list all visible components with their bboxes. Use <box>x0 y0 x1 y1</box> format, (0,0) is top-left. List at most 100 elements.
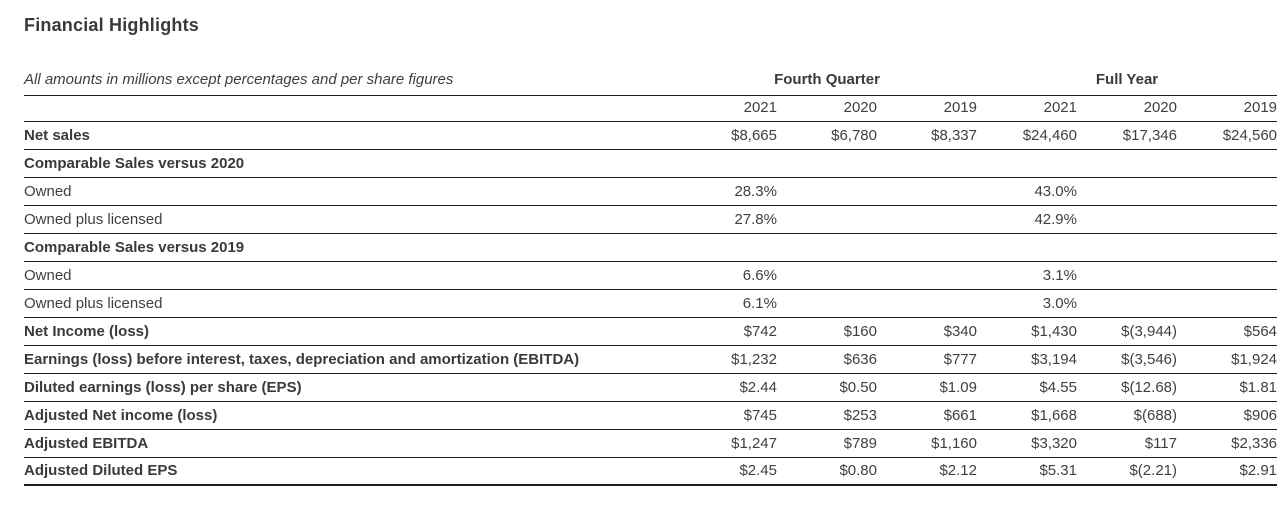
cell-value: $117 <box>1077 429 1177 458</box>
cell-value: 28.3% <box>677 177 777 206</box>
cell-value: 27.8% <box>677 205 777 234</box>
cell-value: $6,780 <box>777 121 877 150</box>
row-label: Net Income (loss) <box>24 317 677 346</box>
cell-value: $1,232 <box>677 345 777 374</box>
table-row: Adjusted EBITDA $1,247 $789 $1,160 $3,320 $11… <box>24 429 1278 458</box>
cell-value <box>1177 261 1278 290</box>
cell-value: $0.80 <box>777 457 877 486</box>
cell-value <box>1177 233 1278 262</box>
financial-highlights-page: Financial Highlights All amounts in mill… <box>24 15 1278 486</box>
cell-value <box>1177 177 1278 206</box>
cell-value: 3.1% <box>977 261 1077 290</box>
cell-value: $8,337 <box>877 121 977 150</box>
cell-value: 3.0% <box>977 289 1077 318</box>
cell-value <box>777 233 877 262</box>
group-header-fourth-quarter: Fourth Quarter <box>677 37 977 96</box>
cell-value: $1.09 <box>877 373 977 402</box>
cell-value: $2,336 <box>1177 429 1278 458</box>
cell-value: $160 <box>777 317 877 346</box>
cell-value <box>1077 177 1177 206</box>
cell-value: $24,460 <box>977 121 1077 150</box>
cell-value: $661 <box>877 401 977 430</box>
table-row: Owned plus licensed 6.1% 3.0% <box>24 289 1278 318</box>
table-row: Adjusted Diluted EPS $2.45 $0.80 $2.12 $5.31… <box>24 457 1278 486</box>
cell-value: $3,194 <box>977 345 1077 374</box>
cell-value: $253 <box>777 401 877 430</box>
cell-value: $340 <box>877 317 977 346</box>
table-row: Comparable Sales versus 2020 <box>24 149 1278 178</box>
cell-value: $2.91 <box>1177 457 1278 486</box>
cell-value: $24,560 <box>1177 121 1278 150</box>
cell-value: 42.9% <box>977 205 1077 234</box>
cell-value: $1,924 <box>1177 345 1278 374</box>
table-row: Net sales $8,665 $6,780 $8,337 $24,460 $17,34… <box>24 121 1278 150</box>
group-header-row: All amounts in millions except percentag… <box>24 37 1278 96</box>
page-title: Financial Highlights <box>24 15 200 35</box>
cell-value <box>1177 289 1278 318</box>
cell-value: $3,320 <box>977 429 1077 458</box>
table-row: Owned plus licensed 27.8% 42.9% <box>24 205 1278 234</box>
row-label: Adjusted Diluted EPS <box>24 457 677 486</box>
row-label: Adjusted Net income (loss) <box>24 401 677 430</box>
cell-value: $8,665 <box>677 121 777 150</box>
cell-value: $564 <box>1177 317 1278 346</box>
cell-value <box>777 261 877 290</box>
cell-value: $17,346 <box>1077 121 1177 150</box>
year-header-q4-2020: 2020 <box>777 95 877 122</box>
year-header-row: 2021 2020 2019 2021 2020 2019 <box>24 95 1278 122</box>
cell-value: $1,247 <box>677 429 777 458</box>
table-row: Adjusted Net income (loss) $745 $253 $661 $1… <box>24 401 1278 430</box>
cell-value: $(688) <box>1077 401 1177 430</box>
row-label: Owned plus licensed <box>24 205 677 234</box>
cell-value <box>777 149 877 178</box>
row-label: Diluted earnings (loss) per share (EPS) <box>24 373 677 402</box>
cell-value <box>677 233 777 262</box>
cell-value <box>777 205 877 234</box>
table-row: Diluted earnings (loss) per share (EPS) $… <box>24 373 1278 402</box>
row-label: Net sales <box>24 121 677 150</box>
cell-value <box>877 149 977 178</box>
year-header-fy-2021: 2021 <box>977 95 1077 122</box>
cell-value: $1,430 <box>977 317 1077 346</box>
cell-value: $777 <box>877 345 977 374</box>
cell-value <box>677 149 777 178</box>
cell-value <box>1077 205 1177 234</box>
row-label: Owned <box>24 177 677 206</box>
row-label: Adjusted EBITDA <box>24 429 677 458</box>
cell-value: $0.50 <box>777 373 877 402</box>
row-label: Owned plus licensed <box>24 289 677 318</box>
financial-highlights-table: All amounts in millions except percentag… <box>24 37 1278 486</box>
cell-value: 6.6% <box>677 261 777 290</box>
row-label: Comparable Sales versus 2020 <box>24 149 677 178</box>
cell-value: $1,160 <box>877 429 977 458</box>
cell-value: $(2.21) <box>1077 457 1177 486</box>
cell-value: $742 <box>677 317 777 346</box>
group-header-full-year: Full Year <box>977 37 1278 96</box>
cell-value: $636 <box>777 345 877 374</box>
cell-value: $789 <box>777 429 877 458</box>
table-row: Earnings (loss) before interest, taxes, … <box>24 345 1278 374</box>
table-row: Owned 6.6% 3.1% <box>24 261 1278 290</box>
table-row: Net Income (loss) $742 $160 $340 $1,430 $(3,9… <box>24 317 1278 346</box>
row-label: Comparable Sales versus 2019 <box>24 233 677 262</box>
table-row: Owned 28.3% 43.0% <box>24 177 1278 206</box>
cell-value: $1,668 <box>977 401 1077 430</box>
cell-value: $(3,944) <box>1077 317 1177 346</box>
cell-value: 6.1% <box>677 289 777 318</box>
table-body: Net sales $8,665 $6,780 $8,337 $24,460 $17,34… <box>24 121 1278 486</box>
cell-value <box>777 177 877 206</box>
year-header-q4-2021: 2021 <box>677 95 777 122</box>
cell-value: $5.31 <box>977 457 1077 486</box>
row-label: Owned <box>24 261 677 290</box>
table-subtitle: All amounts in millions except percentag… <box>24 37 677 96</box>
cell-value: $4.55 <box>977 373 1077 402</box>
cell-value <box>877 289 977 318</box>
year-header-fy-2019: 2019 <box>1177 95 1278 122</box>
table-row: Comparable Sales versus 2019 <box>24 233 1278 262</box>
year-header-fy-2020: 2020 <box>1077 95 1177 122</box>
cell-value: $(3,546) <box>1077 345 1177 374</box>
cell-value: $(12.68) <box>1077 373 1177 402</box>
year-header-q4-2019: 2019 <box>877 95 977 122</box>
cell-value <box>877 205 977 234</box>
cell-value <box>1077 289 1177 318</box>
